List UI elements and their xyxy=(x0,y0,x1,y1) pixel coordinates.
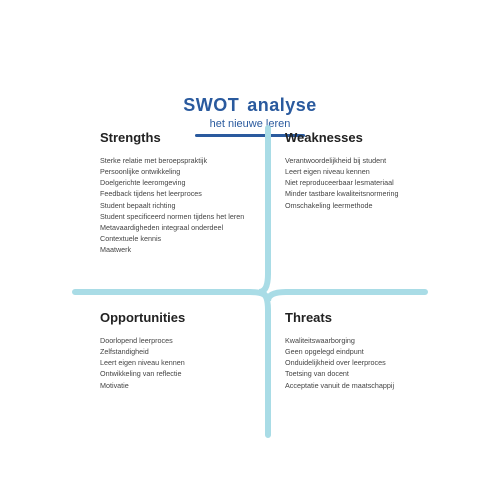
title-word-2: analyse xyxy=(247,95,317,115)
strengths-item: Persoonlijke ontwikkeling xyxy=(100,166,280,177)
threats-item: Kwaliteitswaarborging xyxy=(285,335,465,346)
strengths-item: Doelgerichte leeromgeving xyxy=(100,177,280,188)
quadrant-weaknesses: Weaknesses Verantwoordelijkheid bij stud… xyxy=(285,130,465,211)
threats-item: Acceptatie vanuit de maatschappij xyxy=(285,380,465,391)
weaknesses-item: Omschakeling leermethode xyxy=(285,200,465,211)
threats-item: Geen opgelegd eindpunt xyxy=(285,346,465,357)
quadrant-threats: Threats KwaliteitswaarborgingGeen opgele… xyxy=(285,310,465,391)
quadrant-strengths: Strengths Sterke relatie met beroepsprak… xyxy=(100,130,280,255)
opportunities-title: Opportunities xyxy=(100,310,280,325)
opportunities-item: Ontwikkeling van reflectie xyxy=(100,368,280,379)
weaknesses-item: Leert eigen niveau kennen xyxy=(285,166,465,177)
strengths-item: Feedback tijdens het leerproces xyxy=(100,188,280,199)
title-word-1: SWOT xyxy=(183,95,239,115)
opportunities-item: Doorlopend leerproces xyxy=(100,335,280,346)
threats-list: KwaliteitswaarborgingGeen opgelegd eindp… xyxy=(285,335,465,391)
strengths-list: Sterke relatie met beroepspraktijkPersoo… xyxy=(100,155,280,255)
strengths-item: Student bepaalt richting xyxy=(100,200,280,211)
opportunities-item: Zelfstandigheid xyxy=(100,346,280,357)
opportunities-list: Doorlopend leerprocesZelfstandigheidLeer… xyxy=(100,335,280,391)
strengths-item: Maatwerk xyxy=(100,244,280,255)
opportunities-item: Motivatie xyxy=(100,380,280,391)
quadrant-opportunities: Opportunities Doorlopend leerprocesZelfs… xyxy=(100,310,280,391)
weaknesses-item: Niet reproduceerbaar lesmateriaal xyxy=(285,177,465,188)
strengths-item: Contextuele kennis xyxy=(100,233,280,244)
subtitle: het nieuwe leren xyxy=(55,118,445,130)
main-title: SWOT analyse xyxy=(55,95,445,116)
weaknesses-item: Minder tastbare kwaliteitsnormering xyxy=(285,188,465,199)
weaknesses-item: Verantwoordelijkheid bij student xyxy=(285,155,465,166)
strengths-title: Strengths xyxy=(100,130,280,145)
threats-item: Toetsing van docent xyxy=(285,368,465,379)
strengths-item: Student specificeerd normen tijdens het … xyxy=(100,211,280,222)
strengths-item: Metavaardigheden integraal onderdeel xyxy=(100,222,280,233)
threats-title: Threats xyxy=(285,310,465,325)
strengths-item: Sterke relatie met beroepspraktijk xyxy=(100,155,280,166)
weaknesses-title: Weaknesses xyxy=(285,130,465,145)
weaknesses-list: Verantwoordelijkheid bij studentLeert ei… xyxy=(285,155,465,211)
threats-item: Onduidelijkheid over leerproces xyxy=(285,357,465,368)
opportunities-item: Leert eigen niveau kennen xyxy=(100,357,280,368)
